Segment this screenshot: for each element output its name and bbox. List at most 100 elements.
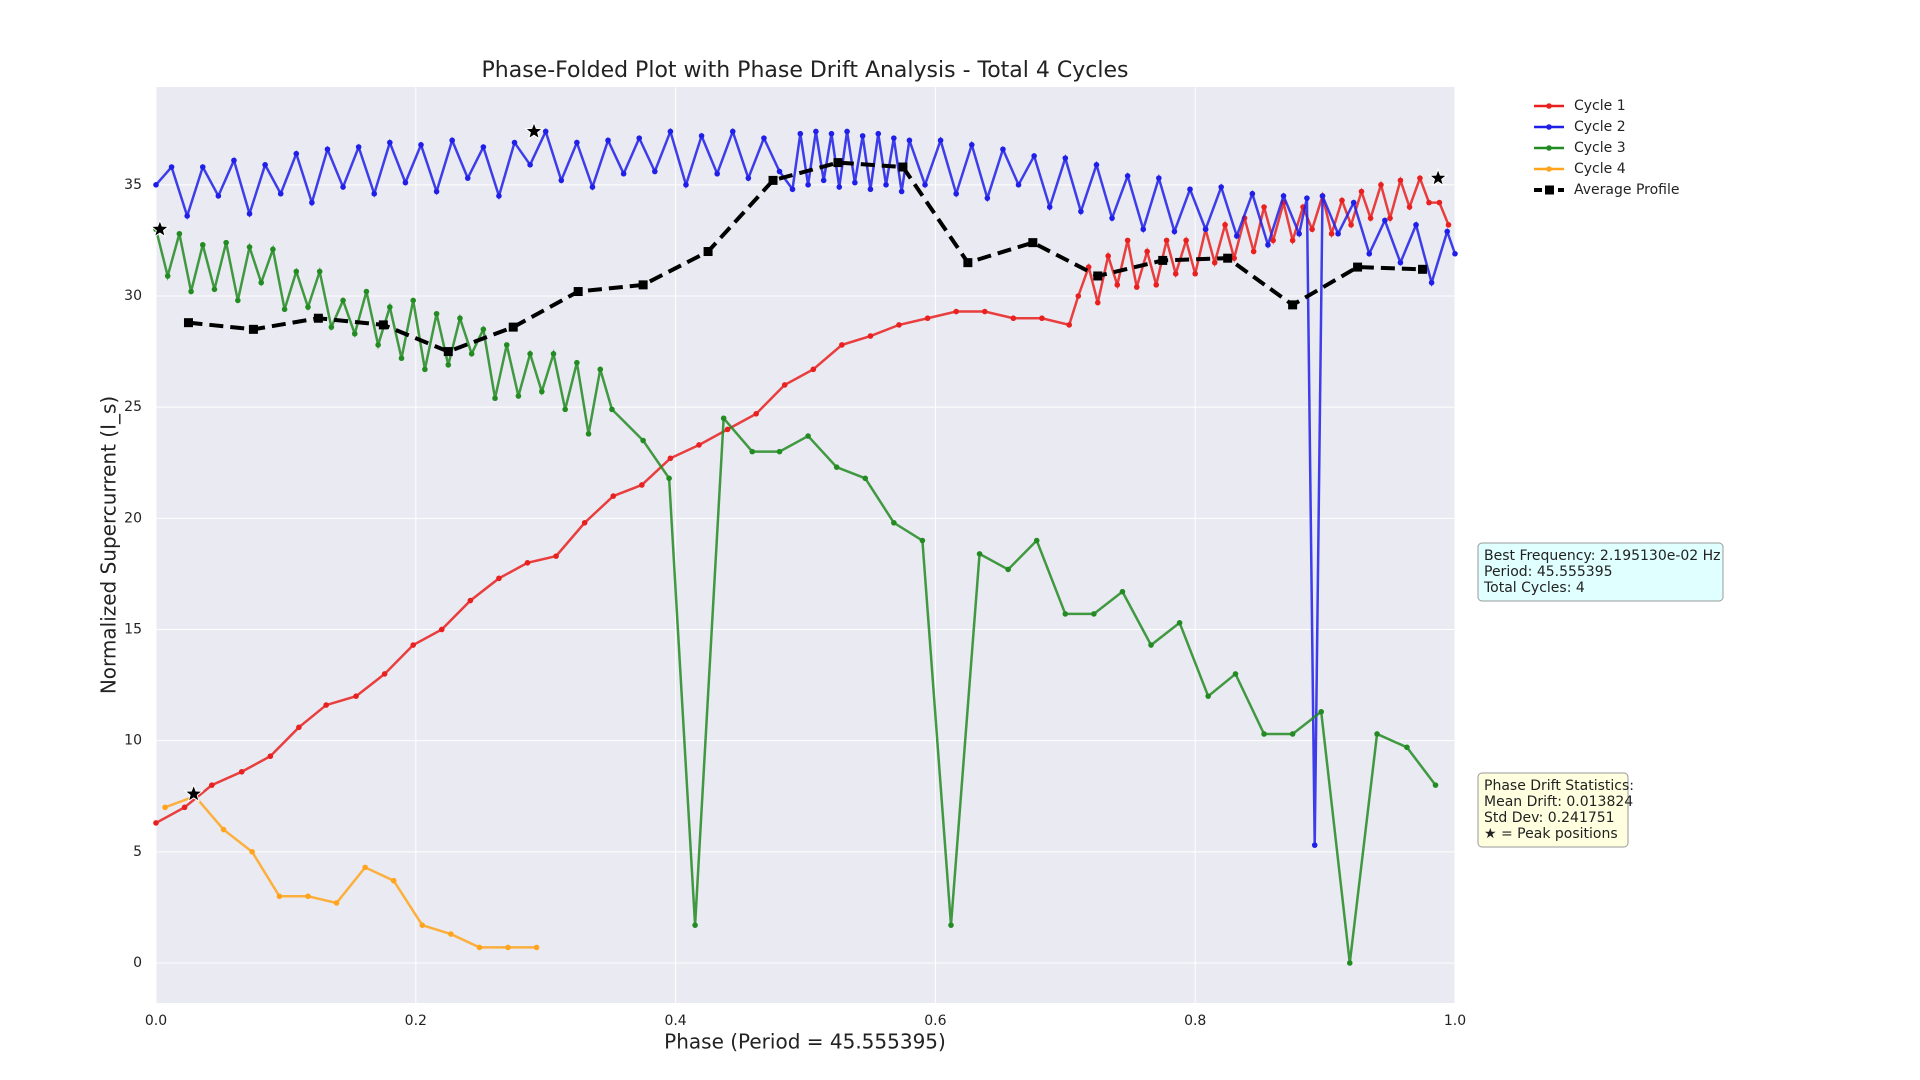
point-marker xyxy=(1358,188,1365,195)
point-marker xyxy=(729,128,736,135)
point-marker xyxy=(667,128,674,135)
point-marker xyxy=(1114,282,1121,288)
point-marker xyxy=(184,213,190,219)
point-marker xyxy=(1265,242,1271,248)
point-marker xyxy=(891,135,897,141)
point-marker xyxy=(293,268,300,275)
point-marker xyxy=(1172,270,1179,277)
point-marker xyxy=(371,190,378,197)
peak-star xyxy=(1428,167,1449,187)
point-marker xyxy=(867,186,874,193)
x-tick-label: 0.6 xyxy=(924,1013,946,1029)
point-marker xyxy=(981,308,988,315)
point-marker xyxy=(496,575,502,582)
legend-label: Cycle 2 xyxy=(1574,119,1626,135)
point-marker xyxy=(209,782,215,788)
point-marker xyxy=(270,246,276,253)
point-marker xyxy=(776,168,783,175)
legend-marker xyxy=(1546,145,1552,151)
annotation-text: Phase Drift Statistics: xyxy=(1484,778,1634,794)
point-marker xyxy=(589,184,596,190)
point-marker xyxy=(781,382,788,388)
point-marker xyxy=(402,179,409,186)
annotation-text: Std Dev: 0.241751 xyxy=(1484,810,1615,826)
x-tick-label: 1.0 xyxy=(1444,1013,1466,1029)
point-marker xyxy=(524,559,531,566)
point-marker xyxy=(797,130,804,137)
point-marker xyxy=(508,322,518,332)
point-marker xyxy=(468,350,475,357)
point-marker xyxy=(562,406,568,413)
point-marker xyxy=(1397,259,1404,266)
point-marker xyxy=(1183,237,1189,244)
annotation-text: Total Cycles: 4 xyxy=(1483,580,1585,596)
point-marker xyxy=(898,188,905,195)
x-tick-label: 0.2 xyxy=(405,1013,427,1029)
legend-marker xyxy=(1546,103,1552,109)
point-marker xyxy=(449,137,455,144)
point-marker xyxy=(605,137,611,144)
point-marker xyxy=(638,280,648,290)
peak-star xyxy=(149,218,170,238)
point-marker xyxy=(1288,300,1298,310)
point-marker xyxy=(1318,708,1325,715)
point-marker xyxy=(313,313,323,323)
point-marker xyxy=(1176,620,1183,626)
point-marker xyxy=(749,448,756,455)
point-marker xyxy=(351,330,358,337)
point-marker xyxy=(968,142,975,148)
point-marker xyxy=(381,671,388,677)
point-marker xyxy=(1328,230,1335,237)
point-marker xyxy=(1222,222,1228,228)
point-marker xyxy=(1015,182,1022,188)
point-marker xyxy=(445,362,452,368)
point-marker xyxy=(467,597,474,604)
point-marker xyxy=(859,133,866,139)
point-marker xyxy=(533,944,540,951)
point-marker xyxy=(953,308,959,315)
point-marker xyxy=(963,258,973,268)
y-tick-label: 30 xyxy=(124,288,142,304)
point-marker xyxy=(1094,299,1101,306)
point-marker xyxy=(328,324,335,330)
point-marker xyxy=(558,177,565,184)
point-marker xyxy=(316,268,323,275)
point-marker xyxy=(305,893,311,900)
point-marker xyxy=(813,128,819,135)
point-marker xyxy=(1124,173,1131,179)
point-marker xyxy=(1039,315,1045,322)
point-marker xyxy=(844,128,850,135)
point-marker xyxy=(1211,259,1218,266)
point-marker xyxy=(443,347,453,357)
point-marker xyxy=(574,139,580,146)
annotation-box xyxy=(1477,542,1724,602)
point-marker xyxy=(820,177,827,184)
point-marker xyxy=(527,350,533,357)
annotation-text: Period: 45.555395 xyxy=(1484,564,1613,580)
point-marker xyxy=(1280,193,1287,199)
point-marker xyxy=(896,322,902,328)
point-marker xyxy=(1339,197,1345,204)
point-marker xyxy=(340,297,346,304)
point-marker xyxy=(1000,146,1006,153)
point-marker xyxy=(539,388,545,395)
point-marker xyxy=(476,944,483,951)
point-marker xyxy=(862,475,869,482)
point-marker xyxy=(1353,262,1363,272)
point-marker xyxy=(1148,642,1154,648)
point-marker xyxy=(1444,228,1451,235)
point-marker xyxy=(1261,204,1267,210)
annotation-text: ★ = Peak positions xyxy=(1484,826,1618,842)
point-marker xyxy=(433,188,440,195)
point-marker xyxy=(581,519,588,526)
point-marker xyxy=(1413,222,1419,228)
x-tick-label: 0.8 xyxy=(1184,1013,1206,1029)
point-marker xyxy=(948,922,954,928)
point-marker xyxy=(1093,162,1100,168)
point-marker xyxy=(1105,253,1111,259)
point-marker xyxy=(919,537,926,544)
point-marker xyxy=(220,826,227,833)
point-marker xyxy=(1187,186,1193,193)
point-marker xyxy=(924,315,931,322)
